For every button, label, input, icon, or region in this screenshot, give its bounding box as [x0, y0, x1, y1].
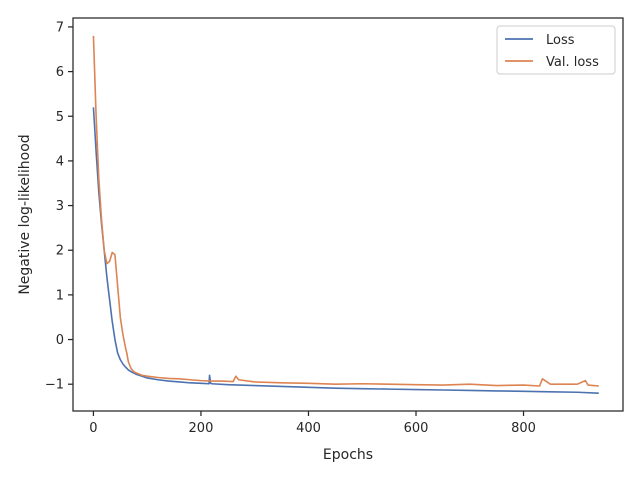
series-layer: [92, 35, 599, 394]
plot-area: [72, 17, 624, 412]
series-line-loss: [92, 107, 599, 394]
legend: Loss Val. loss: [496, 25, 616, 75]
y-tick-label: 3: [56, 199, 64, 214]
y-tick-label: 2: [56, 244, 64, 259]
x-tick-label: 800: [511, 421, 536, 436]
tick-layer: 0 200 400 600 800 −1 0 1 2 3 4 5 6 7: [45, 20, 536, 436]
y-tick-label: 5: [56, 110, 64, 125]
y-tick-label: −1: [45, 378, 64, 393]
y-tick-label: 1: [56, 288, 64, 303]
x-axis-label: Epochs: [323, 447, 373, 463]
legend-label-loss: Loss: [546, 33, 575, 48]
series-line-val-loss: [92, 35, 599, 387]
y-tick-label: 7: [56, 20, 64, 35]
x-tick-label: 200: [189, 421, 214, 436]
y-tick-label: 4: [56, 154, 64, 169]
y-tick-label: 6: [56, 65, 64, 80]
y-tick-label: 0: [56, 333, 64, 348]
y-axis-label: Negative log-likelihood: [17, 134, 33, 294]
legend-box: [496, 25, 616, 75]
legend-label-val-loss: Val. loss: [546, 55, 599, 70]
x-tick-label: 400: [296, 421, 321, 436]
x-tick-label: 0: [89, 421, 97, 436]
x-tick-label: 600: [404, 421, 429, 436]
